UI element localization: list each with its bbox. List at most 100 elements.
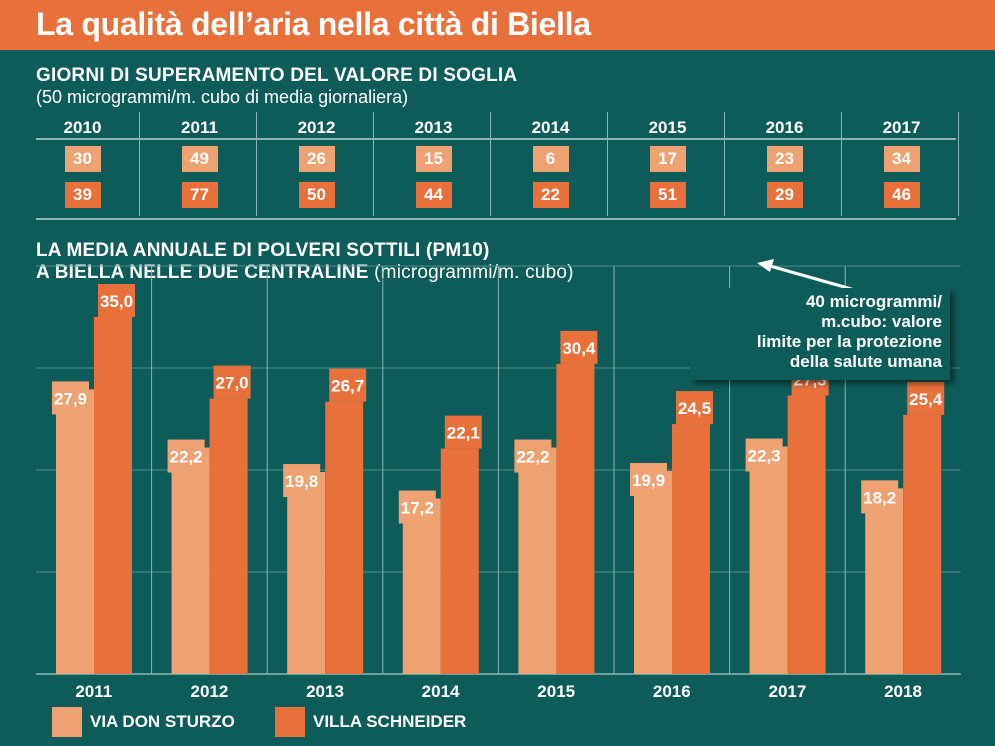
chart-bars [56,317,942,674]
label-box-villa-schneider [444,415,482,449]
days-badge-villa-schneider: 22 [532,182,569,208]
bar-villa-schneider-2018 [903,414,942,674]
label-box-villa-schneider [560,330,598,364]
label-box-via-don-sturzo [52,381,89,415]
label-box-via-don-sturzo [630,463,667,497]
label-box-via-don-sturzo [745,438,783,472]
days-badge-villa-schneider: 51 [649,182,686,208]
days-year-label: 2010 [63,118,102,137]
days-badge-villa-schneider: 29 [766,182,803,208]
days-column-divider [724,112,725,216]
bar-via-don-sturzo-2013 [287,472,326,674]
data-label-via-don-sturzo: 22,2 [516,448,549,467]
legend-swatch-via-don-sturzo [52,707,82,737]
reference-annotation: 40 microgrammi/ m.cubo: valore limite pe… [690,288,950,380]
days-column-divider [490,112,491,216]
days-section-subtitle: (50 microgrammi/m. cubo di media giornal… [36,87,409,107]
days-badge-villa-schneider: 50 [298,182,335,208]
days-badge-via-don-sturzo: 6 [532,146,569,172]
data-label-villa-schneider: 30,4 [562,339,596,358]
days-column-divider [841,112,842,216]
label-box-villa-schneider [98,284,135,317]
x-tick-label-2012: 2012 [190,682,228,701]
label-box-villa-schneider [676,391,713,425]
data-label-villa-schneider: 26,7 [331,377,364,396]
days-column-divider [958,112,959,216]
x-tick-label-2018: 2018 [884,682,922,701]
label-box-via-don-sturzo [283,464,321,498]
days-badge-via-don-sturzo: 49 [181,146,218,172]
data-label-via-don-sturzo: 27,9 [54,389,87,408]
data-label-villa-schneider: 24,5 [678,399,711,418]
days-year-label: 2011 [181,118,218,137]
pm10-title-line1: LA MEDIA ANNUALE DI POLVERI SOTTILI (PM1… [36,240,490,261]
x-tick-label-2014: 2014 [422,682,460,701]
label-box-villa-schneider [907,381,945,415]
days-bottom-rule [36,218,956,220]
days-badge-via-don-sturzo: 23 [766,146,803,172]
label-box-via-don-sturzo [398,490,436,524]
bar-via-don-sturzo-2017 [749,446,788,674]
days-year-label: 2012 [297,118,336,137]
days-badge-via-don-sturzo: 15 [415,146,452,172]
days-badge-villa-schneider: 44 [415,182,452,208]
days-year-label: 2017 [882,118,921,137]
days-badge-villa-schneider: 77 [181,182,218,208]
data-label-via-don-sturzo: 22,3 [748,447,781,466]
days-year-label: 2013 [414,118,453,137]
main-title: La qualità dell’aria nella città di Biel… [36,6,591,42]
days-header-rule [36,138,956,140]
data-label-villa-schneider: 25,4 [909,390,943,409]
bar-villa-schneider-2014 [440,448,479,674]
days-column-divider [139,112,140,216]
days-badge-via-don-sturzo: 26 [298,146,335,172]
bar-via-don-sturzo-2012 [171,447,210,674]
label-box-villa-schneider [213,365,251,399]
bar-via-don-sturzo-2011 [56,389,94,674]
days-year-label: 2014 [531,118,570,137]
days-column-divider [607,112,608,216]
pm10-title-line2: A BIELLA NELLE DUE CENTRALINE (microgram… [36,262,574,283]
data-label-via-don-sturzo: 19,8 [285,472,318,491]
label-box-via-don-sturzo [167,439,205,473]
bar-villa-schneider-2015 [556,363,595,674]
days-column-divider [256,112,257,216]
legend-label-villa-schneider: VILLA SCHNEIDER [313,712,467,731]
bar-villa-schneider-2017 [787,395,826,674]
pm10-title-text: A BIELLA NELLE DUE CENTRALINE [36,262,369,283]
label-box-villa-schneider [329,368,367,402]
bar-villa-schneider-2016 [672,424,710,674]
data-label-villa-schneider: 22,1 [447,424,480,443]
bar-via-don-sturzo-2016 [634,471,672,674]
annotation-line-3: limite per la protezione [756,332,942,351]
days-year-label: 2015 [648,118,687,137]
data-label-villa-schneider: 35,0 [100,292,133,311]
data-label-via-don-sturzo: 17,2 [401,499,434,518]
bar-via-don-sturzo-2018 [865,488,904,674]
days-badge-villa-schneider: 39 [64,182,101,208]
annotation-line-1: 40 microgrammi/ [805,292,942,311]
annotation-line-4: della salute umana [789,352,942,371]
days-year-label: 2016 [765,118,804,137]
days-section-title: GIORNI DI SUPERAMENTO DEL VALORE DI SOGL… [36,65,518,86]
data-label-via-don-sturzo: 22,2 [170,448,203,467]
bar-villa-schneider-2013 [325,401,364,674]
data-label-via-don-sturzo: 19,9 [632,471,665,490]
days-column-divider [373,112,374,216]
days-badge-via-don-sturzo: 34 [883,146,920,172]
data-label-via-don-sturzo: 18,2 [863,488,896,507]
annotation-line-2: m.cubo: valore [821,312,942,331]
bar-villa-schneider-2012 [209,398,248,674]
legend-swatch-villa-schneider [275,707,305,737]
bar-via-don-sturzo-2015 [518,447,557,674]
x-tick-label-2013: 2013 [306,682,344,701]
bar-via-don-sturzo-2014 [402,498,441,674]
label-box-via-don-sturzo [514,439,552,473]
title-bar: La qualità dell’aria nella città di Biel… [0,0,995,50]
data-label-villa-schneider: 27,0 [216,374,249,393]
chart-labels: 27,9 35,0 2011 22,2 27,0 2012 19,8 26,7 2013 17,2… [52,284,945,701]
reference-arrow [757,259,863,294]
x-tick-label-2016: 2016 [653,682,691,701]
days-badge-villa-schneider: 46 [883,182,920,208]
